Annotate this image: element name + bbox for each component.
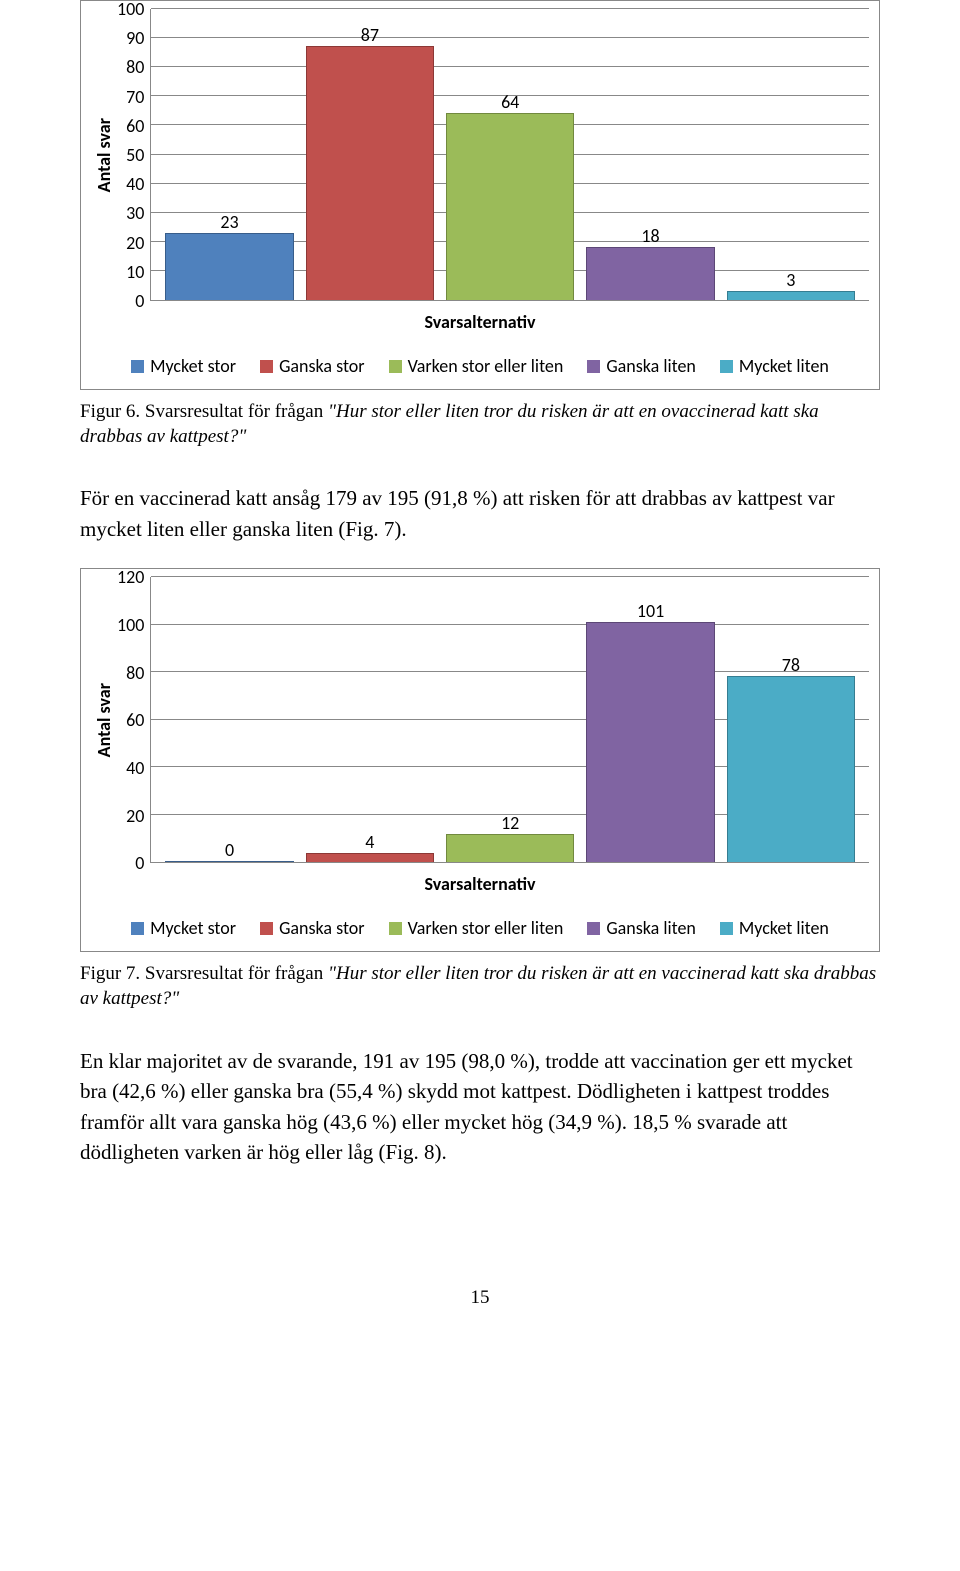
chart2-xlabel: Svarsalternativ [91, 873, 869, 895]
legend-swatch [131, 360, 144, 373]
bar-rect [165, 861, 293, 862]
legend-item: Varken stor eller liten [389, 917, 564, 939]
legend-swatch [587, 360, 600, 373]
chart1-xlabel: Svarsalternativ [91, 311, 869, 333]
bar: 12 [440, 577, 580, 862]
legend-swatch [720, 360, 733, 373]
bar: 101 [580, 577, 720, 862]
legend-item: Mycket stor [131, 355, 236, 377]
legend-item: Varken stor eller liten [389, 355, 564, 377]
legend-swatch [260, 360, 273, 373]
legend-swatch [131, 922, 144, 935]
chart2-yaxis: 120100806040200 [117, 577, 150, 863]
bar-value-label: 23 [220, 213, 238, 231]
legend-label: Varken stor eller liten [408, 355, 564, 377]
bar-value-label: 87 [361, 26, 379, 44]
bar-value-label: 0 [225, 841, 234, 859]
legend-item: Mycket stor [131, 917, 236, 939]
chart1-ylabel: Antal svar [91, 118, 117, 192]
figure-6-caption: Figur 6. Svarsresultat för frågan "Hur s… [80, 400, 880, 449]
legend-label: Ganska stor [279, 355, 365, 377]
legend-swatch [720, 922, 733, 935]
legend-label: Mycket stor [150, 917, 236, 939]
bar-value-label: 4 [365, 833, 374, 851]
caption2-lead: Figur 7. Svarsresultat för frågan [80, 963, 328, 984]
chart2-plot: 0 4 12 101 78 [150, 577, 869, 863]
bar: 87 [300, 9, 440, 300]
legend-item: Ganska liten [587, 355, 696, 377]
legend-label: Mycket liten [739, 917, 829, 939]
bar-value-label: 64 [501, 93, 519, 111]
legend-item: Ganska liten [587, 917, 696, 939]
paragraph-1: För en vaccinerad katt ansåg 179 av 195 … [80, 483, 880, 544]
legend-swatch [260, 922, 273, 935]
figure-7-caption: Figur 7. Svarsresultat för frågan "Hur s… [80, 962, 880, 1011]
legend-label: Mycket liten [739, 355, 829, 377]
legend-item: Ganska stor [260, 355, 365, 377]
legend-swatch [389, 922, 402, 935]
bar-rect [586, 247, 714, 300]
bar-rect [306, 46, 434, 300]
chart1-yaxis: 1009080706050403020100 [117, 9, 150, 301]
bar-value-label: 3 [786, 271, 795, 289]
paragraph-2: En klar majoritet av de svarande, 191 av… [80, 1046, 880, 1168]
legend-item: Ganska stor [260, 917, 365, 939]
chart1-plot: 23 87 64 18 3 [150, 9, 869, 301]
bar-value-label: 101 [637, 602, 664, 620]
chart-figure-6: Antal svar 1009080706050403020100 23 87 64… [80, 0, 880, 390]
bar-rect [446, 113, 574, 300]
bar: 64 [440, 9, 580, 300]
bar-rect [446, 834, 574, 863]
bar-value-label: 12 [501, 814, 519, 832]
legend-label: Ganska liten [606, 355, 696, 377]
bar-rect [306, 853, 434, 863]
page-number: 15 [80, 1287, 880, 1309]
chart2-ylabel: Antal svar [91, 683, 117, 757]
bar: 78 [721, 577, 861, 862]
bar: 0 [159, 577, 299, 862]
legend-swatch [587, 922, 600, 935]
legend-label: Mycket stor [150, 355, 236, 377]
bar-rect [727, 676, 855, 862]
legend-item: Mycket liten [720, 355, 829, 377]
bar-rect [727, 291, 855, 300]
legend-swatch [389, 360, 402, 373]
chart2-legend: Mycket stor Ganska stor Varken stor eller … [91, 917, 869, 939]
chart1-legend: Mycket stor Ganska stor Varken stor eller … [91, 355, 869, 377]
bar: 18 [580, 9, 720, 300]
bar: 23 [159, 9, 299, 300]
legend-label: Varken stor eller liten [408, 917, 564, 939]
bar-value-label: 18 [641, 227, 659, 245]
bar-rect [165, 233, 293, 300]
caption1-lead: Figur 6. Svarsresultat för frågan [80, 401, 328, 422]
bar: 4 [300, 577, 440, 862]
chart-figure-7: Antal svar 120100806040200 0 4 12 101 78 Sva… [80, 568, 880, 952]
legend-item: Mycket liten [720, 917, 829, 939]
legend-label: Ganska liten [606, 917, 696, 939]
bar: 3 [721, 9, 861, 300]
bar-value-label: 78 [782, 656, 800, 674]
legend-label: Ganska stor [279, 917, 365, 939]
bar-rect [586, 622, 714, 863]
